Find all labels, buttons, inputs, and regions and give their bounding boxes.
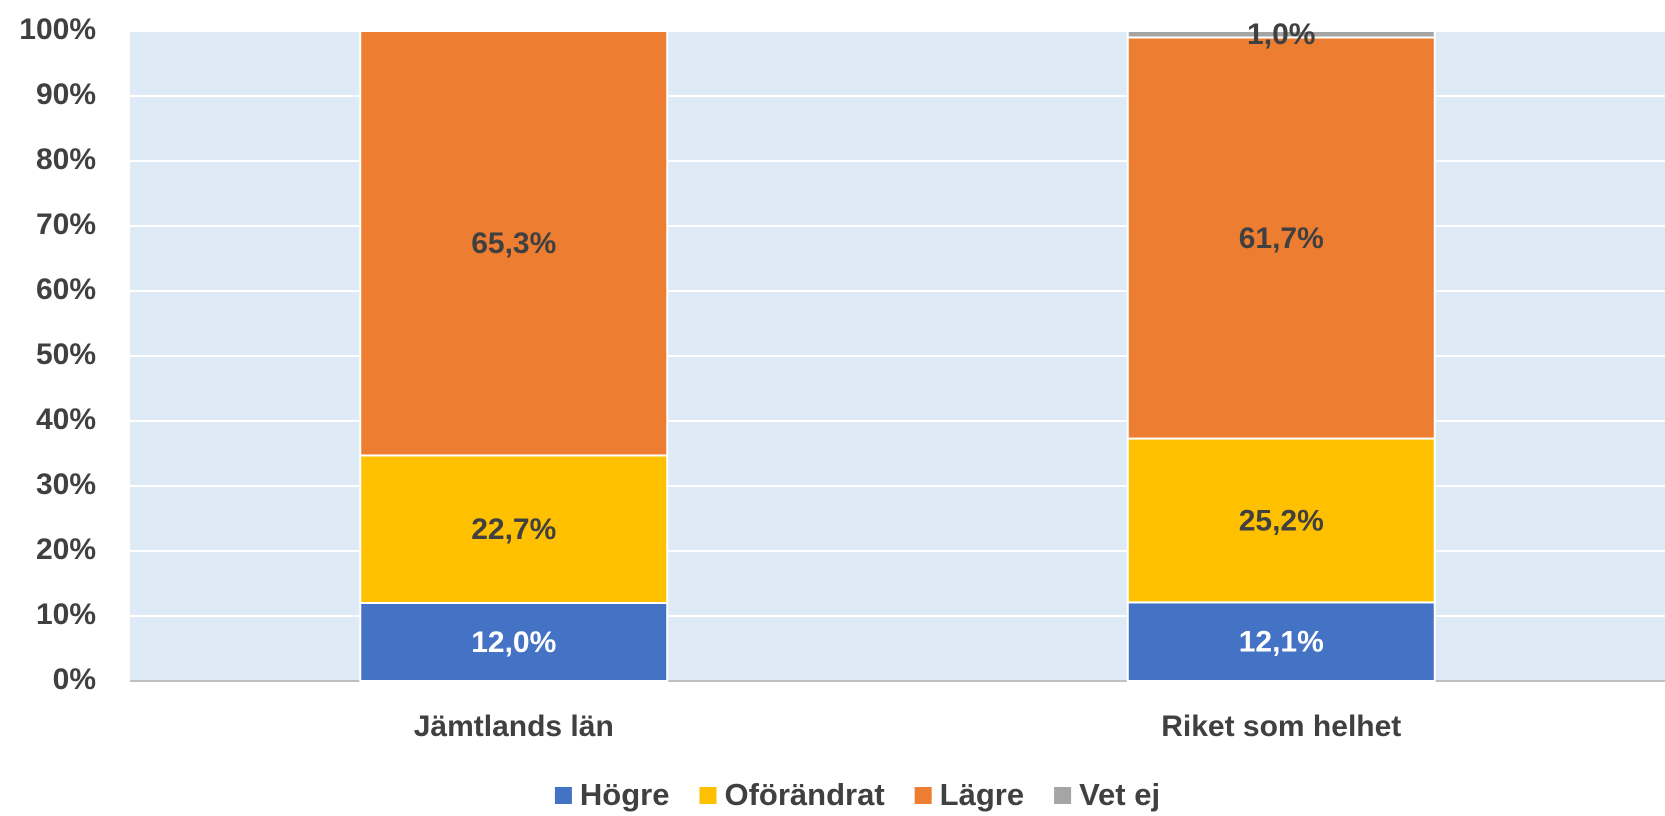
data-label: 1,0% [1247,18,1315,51]
legend-label: Vet ej [1079,777,1160,812]
y-tick-label: 10% [36,598,96,631]
y-tick-label: 70% [36,208,96,241]
bar-segment [1126,601,1436,682]
bar-segment [359,30,669,457]
x-tick-label: Riket som helhet [1161,710,1401,743]
data-label: 22,7% [471,513,556,546]
data-label: 25,2% [1239,504,1324,537]
y-tick-label: 100% [19,13,96,46]
legend-label: Oförändrat [724,777,884,812]
legend-label: Lägre [940,777,1024,812]
legend-swatch [914,787,932,804]
data-label: 65,3% [471,227,556,260]
data-label: 12,1% [1239,626,1324,659]
y-tick-label: 30% [36,468,96,501]
y-tick-label: 40% [36,403,96,436]
data-label: 61,7% [1239,222,1324,255]
y-tick-label: 50% [36,338,96,371]
bar-segment [1126,36,1436,440]
bar-segment [359,454,669,605]
y-tick-label: 20% [36,533,96,566]
y-tick-label: 80% [36,143,96,176]
legend-swatch [1054,787,1072,804]
legend-swatch [554,787,572,804]
legend-label: Högre [580,777,670,812]
y-tick-label: 60% [36,273,96,306]
bar-segment [359,602,669,682]
legend-swatch [699,787,717,804]
y-tick-label: 0% [53,663,96,696]
y-tick-label: 90% [36,78,96,111]
x-tick-label: Jämtlands län [414,710,614,743]
data-label: 12,0% [471,626,556,659]
bar-segment [1126,437,1436,604]
bar-segment [1126,30,1436,39]
